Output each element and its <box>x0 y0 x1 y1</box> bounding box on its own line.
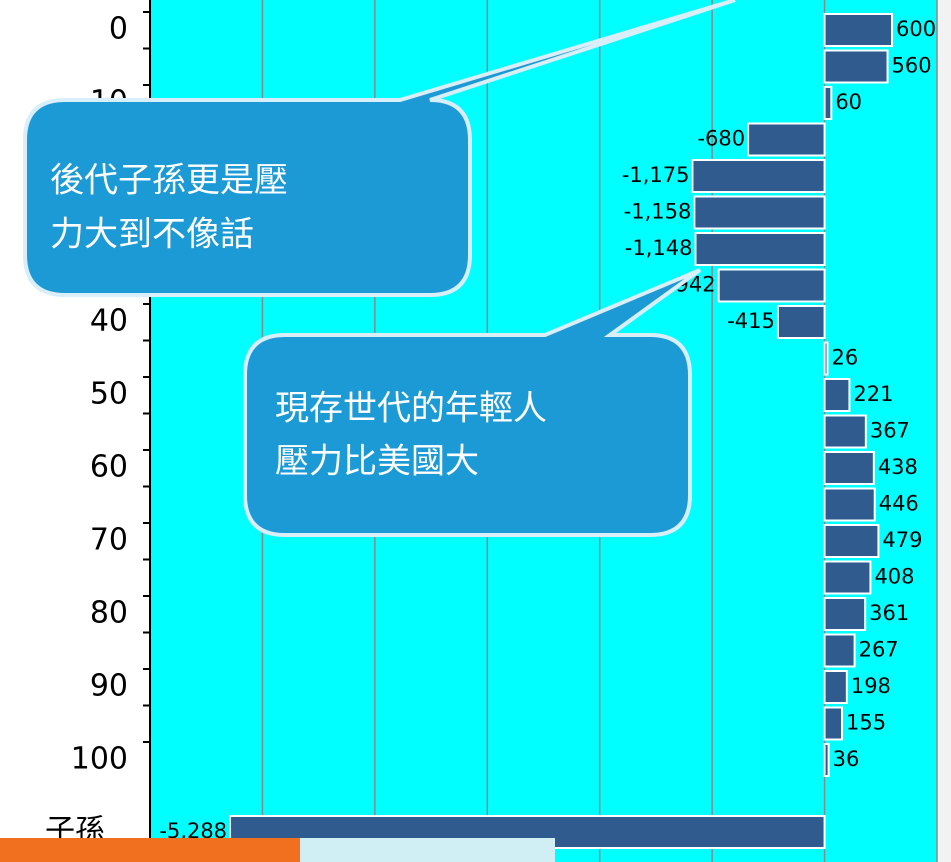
value-label: 36 <box>833 747 860 771</box>
value-label: -415 <box>727 309 775 333</box>
bar <box>823 706 843 741</box>
bar <box>823 414 867 449</box>
bar <box>823 13 894 47</box>
callout-text: 力大到不像話 <box>50 215 254 255</box>
value-label: 26 <box>831 346 858 370</box>
value-label: -680 <box>697 127 745 151</box>
value-label: 600 <box>896 17 936 41</box>
bar <box>823 560 872 595</box>
value-label: -1,175 <box>622 163 690 187</box>
y-tick-label: 0 <box>109 12 128 47</box>
bar <box>823 633 856 668</box>
bar <box>823 487 876 522</box>
value-label: 560 <box>892 54 932 78</box>
value-label: 408 <box>874 565 914 589</box>
callout-bubble <box>23 0 736 297</box>
value-label: 438 <box>878 455 918 479</box>
bar <box>823 670 848 704</box>
bar <box>823 378 851 412</box>
y-tick-label: 90 <box>90 669 128 704</box>
bar <box>823 451 875 485</box>
slide-strip <box>300 838 555 862</box>
bars: 60056060-680-1,175-1,158-1,148-942-41526… <box>159 13 936 849</box>
value-label: 446 <box>879 492 919 516</box>
bar <box>823 743 830 777</box>
bar <box>693 195 826 230</box>
value-label: -1,148 <box>625 236 693 260</box>
y-tick-label: 60 <box>90 450 128 485</box>
callout-text: 後代子孫更是壓 <box>50 161 288 201</box>
y-tick-label: 80 <box>90 596 128 631</box>
value-label: 60 <box>835 90 862 114</box>
value-label: 367 <box>870 419 910 443</box>
y-tick-label: 70 <box>90 523 128 558</box>
bar <box>823 49 889 84</box>
callout-bubble <box>243 268 702 537</box>
bar <box>694 232 826 266</box>
value-label: 155 <box>846 711 886 735</box>
bar <box>823 524 880 558</box>
value-label: -1,158 <box>624 200 692 224</box>
value-label: 479 <box>882 528 922 552</box>
value-label: 221 <box>853 382 893 406</box>
y-tick-label: 50 <box>90 377 128 412</box>
bar <box>823 597 867 631</box>
bar <box>776 305 826 339</box>
value-label: 361 <box>869 601 909 625</box>
slide-strip <box>0 838 300 862</box>
value-label: 198 <box>851 674 891 698</box>
callout-text: 壓力比美國大 <box>275 442 479 482</box>
y-tick-label: 40 <box>90 304 128 339</box>
bar <box>823 86 833 120</box>
bar <box>717 268 826 303</box>
bar <box>747 122 826 157</box>
y-tick-label: 100 <box>71 742 128 777</box>
bar <box>691 159 826 193</box>
callouts: 後代子孫更是壓 力大到不像話 現存世代的年輕人 壓力比美國大 <box>23 0 736 537</box>
value-label: 267 <box>859 638 899 662</box>
right-margin <box>937 0 951 862</box>
callout-text: 現存世代的年輕人 <box>275 389 547 429</box>
bar <box>823 341 829 376</box>
